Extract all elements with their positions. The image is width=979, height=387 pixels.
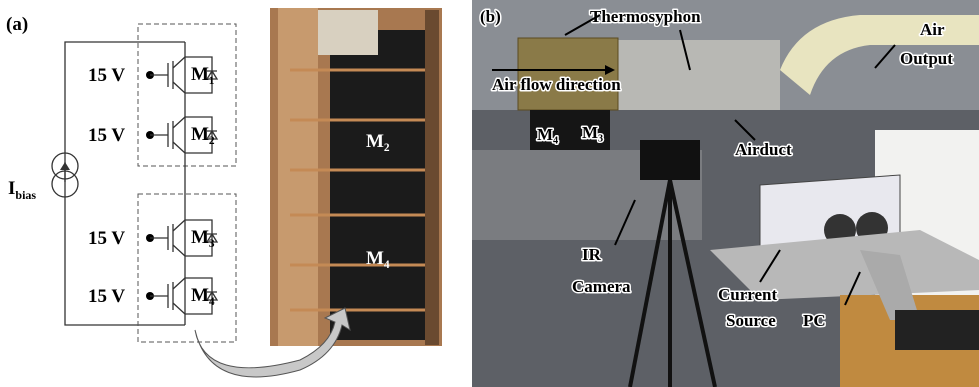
switch-label: M₂: [191, 124, 215, 145]
terminals: [173, 278, 185, 314]
module-photo: [270, 8, 442, 346]
panel-label: (b): [480, 7, 501, 26]
thermosyphon-label: Thermosyphon: [590, 7, 701, 26]
label-main: I: [8, 178, 15, 199]
panel-label: (a): [6, 14, 28, 35]
photo-label: M₂: [366, 131, 390, 152]
gate-voltage: 15 V: [88, 65, 125, 86]
pc-label: PC: [803, 311, 826, 330]
camera-label: IR: [582, 245, 602, 264]
switch-symbols: [146, 57, 217, 314]
air-flow-label: Air flow direction: [492, 75, 621, 94]
module-label: M₄: [537, 125, 558, 144]
current-source-label: Source: [726, 311, 776, 330]
switch-label: M₁: [191, 64, 215, 85]
current-source-label: Current: [718, 285, 778, 304]
photo-label: M₄: [366, 248, 390, 269]
label-sub: bias: [15, 188, 36, 202]
gate-voltage: 15 V: [88, 228, 125, 249]
gate-voltage: 15 V: [88, 286, 125, 307]
current-source-label: Ibias: [8, 178, 36, 202]
terminals: [173, 57, 185, 93]
module-label: M₃: [582, 123, 603, 142]
switch-label: M₄: [191, 285, 215, 306]
air-output-label: Air: [920, 20, 945, 39]
airduct-label: Airduct: [735, 140, 792, 159]
camera-label: Camera: [572, 277, 631, 296]
figure: (a) Ibias M₂ M₄: [0, 0, 979, 387]
terminals: [173, 220, 185, 256]
gate-voltage: 15 V: [88, 125, 125, 146]
switch-label: M₃: [191, 227, 215, 248]
air-output-label: Output: [900, 49, 953, 68]
terminals: [173, 117, 185, 153]
